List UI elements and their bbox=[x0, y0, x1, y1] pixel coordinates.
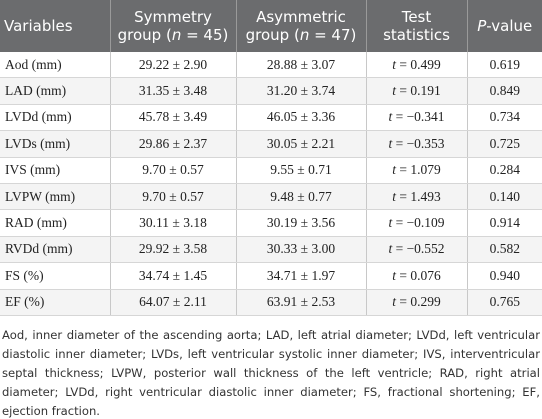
cell-text: P bbox=[477, 17, 487, 35]
cell-text: = 0.299 bbox=[396, 294, 441, 310]
table-cell: 64.07 ± 2.11 bbox=[109, 289, 236, 316]
table-row: LAD (mm) 31.35 ± 3.48 31.20 ± 3.74 t = 0.19… bbox=[0, 77, 542, 105]
table-cell: t = 0.191 bbox=[365, 77, 467, 105]
cell-text: = 1.079 bbox=[396, 162, 441, 178]
table-cell: 30.19 ± 3.56 bbox=[235, 209, 366, 237]
header-row: Variables Symmetry group (n = 45) Asymmetr… bbox=[0, 0, 542, 52]
header-cell: Test statistics bbox=[365, 0, 467, 52]
cell-text: = 0.191 bbox=[396, 83, 441, 99]
cell-text: t bbox=[388, 241, 393, 257]
cell-text: t bbox=[388, 109, 393, 125]
table-cell: EF (%) bbox=[0, 289, 110, 316]
table-cell: 31.35 ± 3.48 bbox=[109, 77, 236, 105]
header-cell: P-value bbox=[466, 0, 542, 52]
table-cell: t = −0.341 bbox=[365, 104, 467, 132]
table-cell: FS (%) bbox=[0, 262, 110, 290]
header-cell: Symmetry group (n = 45) bbox=[109, 0, 236, 52]
table-cell: Aod (mm) bbox=[0, 52, 110, 79]
cell-text: t bbox=[388, 135, 393, 151]
table-cell: 34.71 ± 1.97 bbox=[235, 262, 366, 290]
cell-text: t bbox=[392, 162, 396, 178]
table-cell: t = 1.493 bbox=[365, 183, 467, 211]
table-cell: IVS (mm) bbox=[0, 157, 110, 184]
table-row: IVS (mm) 9.70 ± 0.57 9.55 ± 0.71 t = 1.079 0… bbox=[0, 157, 542, 184]
table-cell: t = 0.299 bbox=[365, 289, 467, 316]
table-cell: LVDd (mm) bbox=[0, 104, 110, 132]
table-cell: 9.70 ± 0.57 bbox=[109, 183, 236, 211]
cell-text: t bbox=[392, 188, 396, 204]
cell-text: Asymmetric group ( bbox=[245, 8, 346, 44]
cell-text: -value bbox=[486, 17, 533, 35]
cell-text: = 47) bbox=[309, 26, 357, 44]
table-row: RVDd (mm) 29.92 ± 3.58 30.33 ± 3.00 t = −0.… bbox=[0, 236, 542, 264]
table-cell: t = 0.076 bbox=[365, 262, 467, 290]
table-cell: 0.765 bbox=[466, 289, 542, 316]
table-cell: RAD (mm) bbox=[0, 209, 110, 237]
table-cell: t = 0.499 bbox=[365, 52, 467, 79]
table-cell: 31.20 ± 3.74 bbox=[235, 77, 366, 105]
cell-text: t bbox=[392, 267, 396, 283]
table-cell: t = −0.109 bbox=[365, 209, 467, 237]
table-row: FS (%) 34.74 ± 1.45 34.71 ± 1.97 t = 0.076 0… bbox=[0, 262, 542, 290]
cell-text: = 0.076 bbox=[396, 267, 441, 283]
table-cell: 29.86 ± 2.37 bbox=[109, 130, 236, 158]
table-cell: 28.88 ± 3.07 bbox=[235, 52, 366, 79]
table-cell: t = 1.079 bbox=[365, 157, 467, 184]
table-cell: 0.725 bbox=[466, 130, 542, 158]
table-cell: 0.284 bbox=[466, 157, 542, 184]
cell-text: n bbox=[299, 26, 310, 44]
table-cell: 9.55 ± 0.71 bbox=[235, 157, 366, 184]
table-row: LVDd (mm) 45.78 ± 3.49 46.05 ± 3.36 t = −0.… bbox=[0, 104, 542, 132]
table-row: EF (%) 64.07 ± 2.11 63.91 ± 2.53 t = 0.299 0… bbox=[0, 289, 542, 316]
table-cell: 0.849 bbox=[466, 77, 542, 105]
cell-text: t bbox=[392, 56, 396, 72]
cell-text: = −0.353 bbox=[392, 135, 445, 151]
table-cell: t = −0.552 bbox=[365, 236, 467, 264]
cell-text: = 0.499 bbox=[396, 56, 441, 72]
table-cell: 45.78 ± 3.49 bbox=[109, 104, 236, 132]
table-cell: 46.05 ± 3.36 bbox=[235, 104, 366, 132]
cell-text: t bbox=[392, 294, 396, 310]
cell-text: = 1.493 bbox=[396, 188, 441, 204]
table-row: RAD (mm) 30.11 ± 3.18 30.19 ± 3.56 t = −0.1… bbox=[0, 209, 542, 237]
table-cell: 9.48 ± 0.77 bbox=[235, 183, 366, 211]
table-cell: 63.91 ± 2.53 bbox=[235, 289, 366, 316]
table-cell: 30.05 ± 2.21 bbox=[235, 130, 366, 158]
table-cell: 0.914 bbox=[466, 209, 542, 237]
table-cell: 0.140 bbox=[466, 183, 542, 211]
table-cell: 34.74 ± 1.45 bbox=[109, 262, 236, 290]
table-cell: 30.33 ± 3.00 bbox=[235, 236, 366, 264]
table-cell: t = −0.353 bbox=[365, 130, 467, 158]
table-cell: 0.619 bbox=[466, 52, 542, 79]
header-cell: Asymmetric group (n = 47) bbox=[235, 0, 366, 52]
cell-text: t bbox=[392, 83, 396, 99]
footnote: Aod, inner diameter of the ascending aor… bbox=[2, 327, 540, 418]
table-cell: LAD (mm) bbox=[0, 77, 110, 105]
table-cell: 0.734 bbox=[466, 104, 542, 132]
table-row: Aod (mm) 29.22 ± 2.90 28.88 ± 3.07 t = 0.49… bbox=[0, 52, 542, 79]
cell-text: = −0.109 bbox=[392, 215, 445, 231]
cell-text: n bbox=[171, 26, 182, 44]
table-row: LVPW (mm) 9.70 ± 0.57 9.48 ± 0.77 t = 1.493… bbox=[0, 183, 542, 211]
table-cell: 0.940 bbox=[466, 262, 542, 290]
cell-text: Symmetry group ( bbox=[117, 8, 212, 44]
table-cell: RVDd (mm) bbox=[0, 236, 110, 264]
table-cell: 0.582 bbox=[466, 236, 542, 264]
table-body: Aod (mm) 29.22 ± 2.90 28.88 ± 3.07 t = 0.49… bbox=[0, 52, 542, 316]
header-cell: Variables bbox=[0, 0, 110, 52]
table-cell: 29.92 ± 3.58 bbox=[109, 236, 236, 264]
table-cell: 30.11 ± 3.18 bbox=[109, 209, 236, 237]
table: Variables Symmetry group (n = 45) Asymmetr… bbox=[0, 0, 542, 316]
table-cell: LVPW (mm) bbox=[0, 183, 110, 211]
cell-text: = −0.552 bbox=[392, 241, 445, 257]
table-row: LVDs (mm) 29.86 ± 2.37 30.05 ± 2.21 t = −0.… bbox=[0, 130, 542, 158]
table-cell: LVDs (mm) bbox=[0, 130, 110, 158]
table-cell: 29.22 ± 2.90 bbox=[109, 52, 236, 79]
cell-text: = −0.341 bbox=[392, 109, 445, 125]
table-cell: 9.70 ± 0.57 bbox=[109, 157, 236, 184]
cell-text: = 45) bbox=[181, 26, 229, 44]
cell-text: t bbox=[388, 215, 393, 231]
